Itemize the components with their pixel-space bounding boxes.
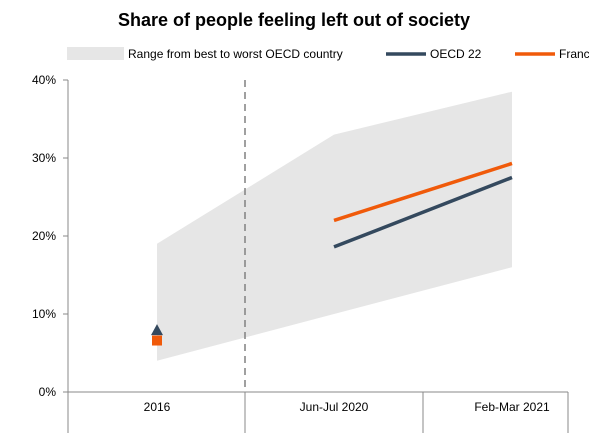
legend-swatch-range: [67, 47, 124, 60]
y-tick-label: 10%: [32, 307, 56, 321]
series-line-oecd-22: [333, 175, 513, 249]
y-tick-label: 40%: [32, 73, 56, 87]
y-tick-label: 30%: [32, 151, 56, 165]
range-band: [157, 91, 512, 361]
x-category-label: Feb-Mar 2021: [474, 400, 550, 414]
legend-label-oecd-22: OECD 22: [430, 47, 482, 61]
plot-area: 0% 10% 20% 30% 40% 2016 Jun-Jul 2020 Feb-Mar 20…: [32, 73, 569, 433]
legend: Range from best to worst OECD country OEC…: [67, 47, 589, 61]
y-tick-label: 0%: [39, 385, 57, 399]
chart-title: Share of people feeling left out of soci…: [118, 10, 470, 30]
legend-label-france: France: [559, 47, 589, 61]
x-category-label: 2016: [144, 400, 171, 414]
series-line-france: [333, 161, 513, 223]
x-category-label: Jun-Jul 2020: [300, 400, 369, 414]
y-tick-label: 20%: [32, 229, 56, 243]
legend-label-range: Range from best to worst OECD country: [128, 47, 343, 61]
marker-2016-france: [152, 335, 162, 346]
marker-2016-oecd-22: [151, 324, 163, 336]
